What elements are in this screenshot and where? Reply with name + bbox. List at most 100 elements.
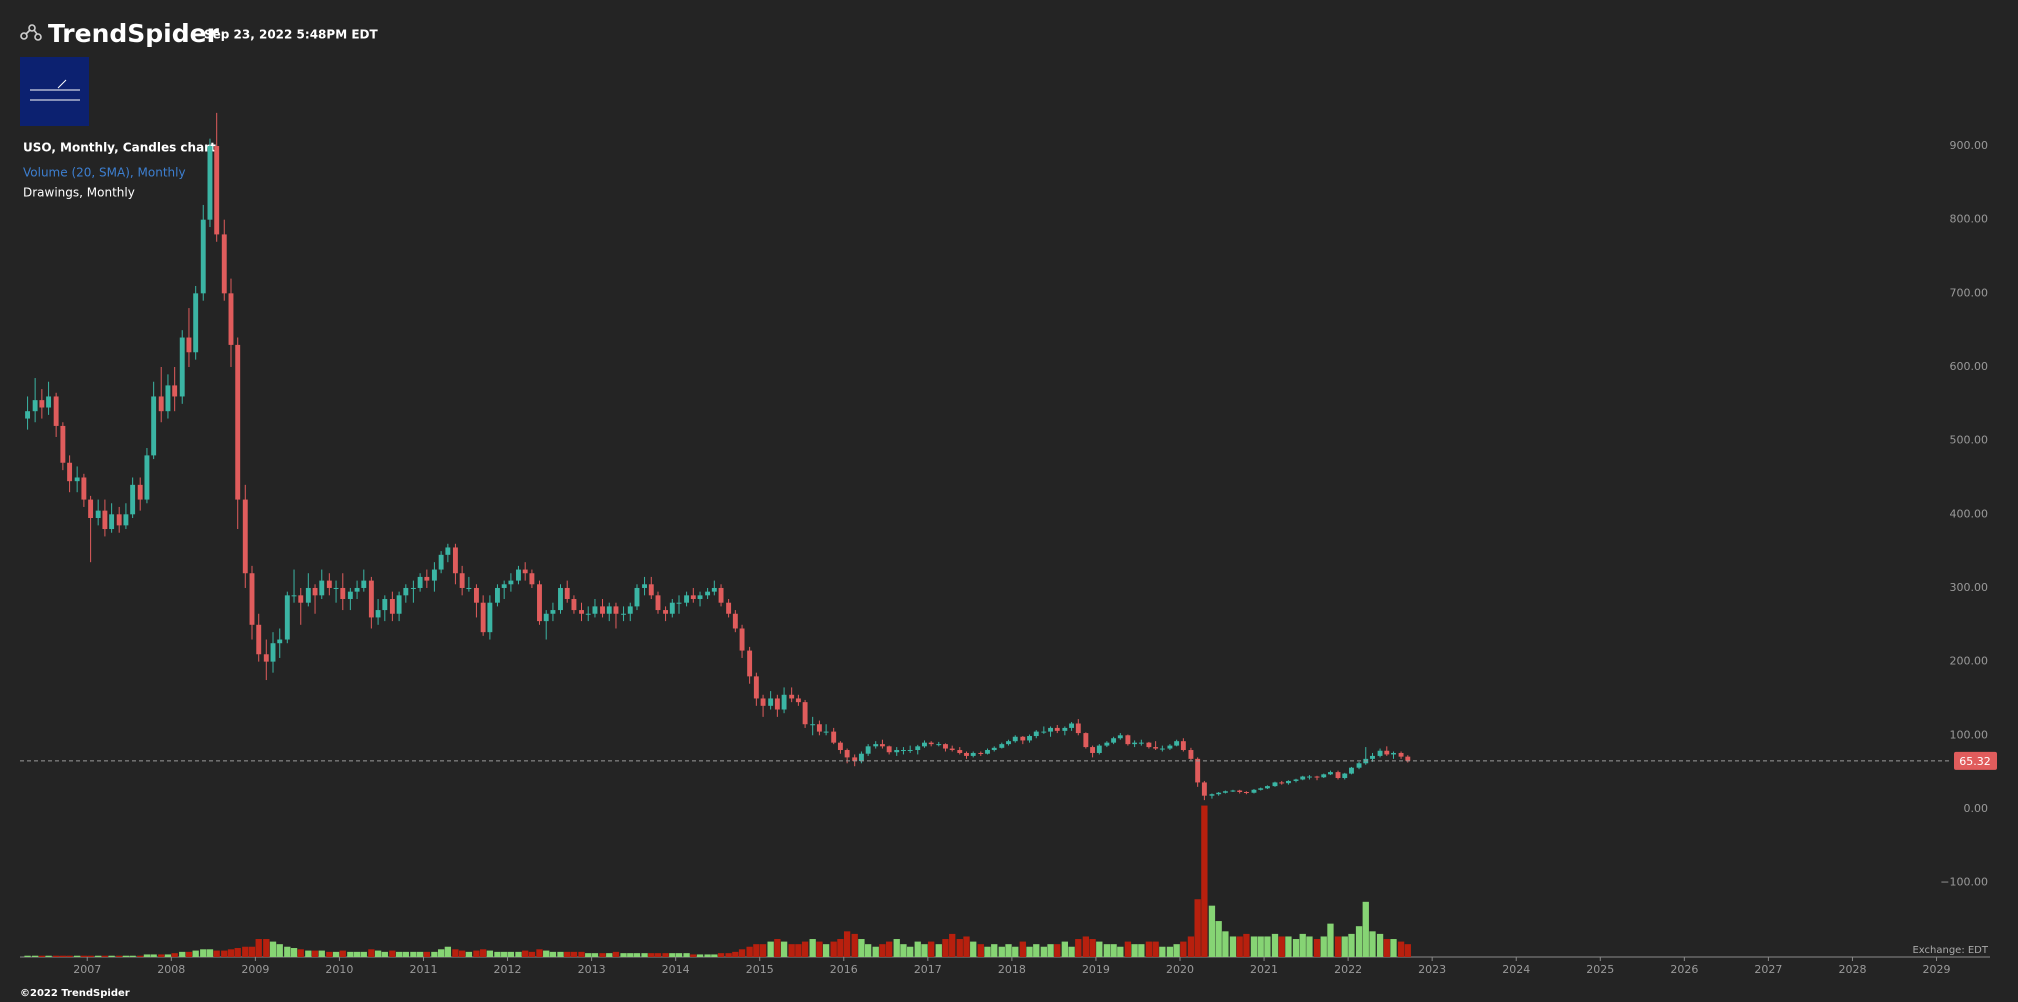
volume-bar [1299, 933, 1306, 957]
volume-bar [311, 950, 319, 957]
candle-body [410, 587, 416, 589]
volume-bar [276, 944, 283, 957]
volume-bar [543, 950, 550, 957]
volume-bar [1404, 944, 1411, 957]
volume-bar [1138, 944, 1145, 957]
candle-body [1027, 736, 1032, 741]
volume-bar [515, 951, 522, 957]
candle-body [368, 580, 374, 618]
volume-bar [669, 953, 676, 957]
volume-bar [620, 953, 627, 957]
candle-body [1075, 723, 1081, 734]
candle-body [1125, 735, 1131, 745]
legend-volume[interactable]: Volume (20, SMA), Monthly [23, 166, 186, 180]
x-tick-label: 2009 [241, 963, 269, 976]
candle-body [1117, 735, 1123, 739]
y-tick-label: 900.00 [1950, 139, 1989, 152]
x-tick-label: 2017 [914, 963, 942, 976]
candle-body [831, 731, 837, 743]
volume-bar [570, 951, 578, 957]
candle-body [537, 584, 542, 622]
candle-body [1258, 788, 1264, 790]
candle-body [711, 587, 717, 592]
volume-bar [977, 944, 984, 957]
volume-bar [1012, 946, 1019, 957]
volume-bar [137, 955, 144, 957]
candle-body [879, 744, 885, 747]
candle-body [571, 599, 577, 611]
volume-bar [1390, 939, 1397, 957]
candle-body [774, 698, 780, 710]
candle-body [228, 293, 234, 345]
volume-bar [578, 951, 585, 957]
x-tick-label: 2010 [325, 963, 353, 976]
candle-body [627, 606, 633, 614]
candle-body [865, 746, 871, 754]
volume-bar [122, 955, 130, 957]
candle-body [151, 396, 157, 456]
candle-body [739, 628, 745, 651]
x-tick-label: 2018 [998, 963, 1026, 976]
volume-bar [949, 933, 956, 957]
volume-bar [536, 949, 543, 957]
candle-body [60, 425, 66, 463]
candle-body [39, 400, 45, 408]
volume-bar [1271, 933, 1279, 957]
volume-bar [914, 941, 921, 957]
candle-body [894, 750, 900, 753]
candle-body [193, 293, 199, 353]
candle-body [648, 584, 654, 596]
candle-body [522, 569, 528, 574]
volume-bar [690, 954, 697, 957]
candle-body [277, 639, 283, 644]
volume-bar [192, 950, 199, 957]
volume-bar [179, 951, 186, 957]
candle-body [585, 613, 591, 615]
candle-body [1398, 752, 1404, 757]
candle-body [915, 746, 921, 751]
volume-bar [1047, 944, 1054, 957]
candle-body [340, 587, 346, 600]
volume-bar [704, 954, 711, 957]
volume-bar [1173, 944, 1180, 957]
candle-body [1237, 790, 1243, 793]
legend-drawings[interactable]: Drawings, Monthly [23, 186, 135, 200]
volume-bar [1180, 941, 1187, 957]
volume-bar [1264, 936, 1271, 957]
candle-body [501, 584, 507, 588]
candle-body [991, 747, 997, 751]
volume-bar [74, 955, 81, 957]
volume-bar [1362, 901, 1369, 957]
volume-bar [1068, 946, 1075, 957]
y-tick-label: 100.00 [1950, 728, 1989, 741]
volume-bar [284, 946, 291, 957]
volume-bar [494, 951, 501, 957]
legend-price[interactable]: USO, Monthly, Candles chart [23, 141, 216, 155]
volume-bar [795, 944, 802, 957]
candle-body [396, 595, 402, 614]
volume-bar [305, 950, 312, 957]
candle-body [291, 595, 297, 597]
candle-body [200, 219, 206, 294]
candle-body [1111, 738, 1117, 743]
candle-body [753, 676, 759, 699]
candle-body [1033, 731, 1039, 737]
volume-bar [1285, 936, 1292, 957]
y-tick-label: 600.00 [1950, 360, 1989, 373]
x-tick-label: 2022 [1334, 963, 1362, 976]
candle-body [207, 146, 213, 220]
candle-body [424, 576, 430, 581]
volume-bar [1145, 941, 1153, 957]
candle-body [732, 613, 738, 629]
candle-body [957, 750, 963, 753]
candle-body [1006, 741, 1011, 745]
volume-bar [108, 955, 115, 957]
candle-body [1377, 750, 1383, 756]
candle-body [123, 514, 129, 526]
volume-bar [675, 953, 683, 957]
volume-bar [528, 951, 536, 957]
candle-body [1048, 727, 1054, 732]
candle-body [1293, 779, 1299, 781]
candle-body [1243, 792, 1249, 794]
volume-bar [1194, 899, 1201, 957]
